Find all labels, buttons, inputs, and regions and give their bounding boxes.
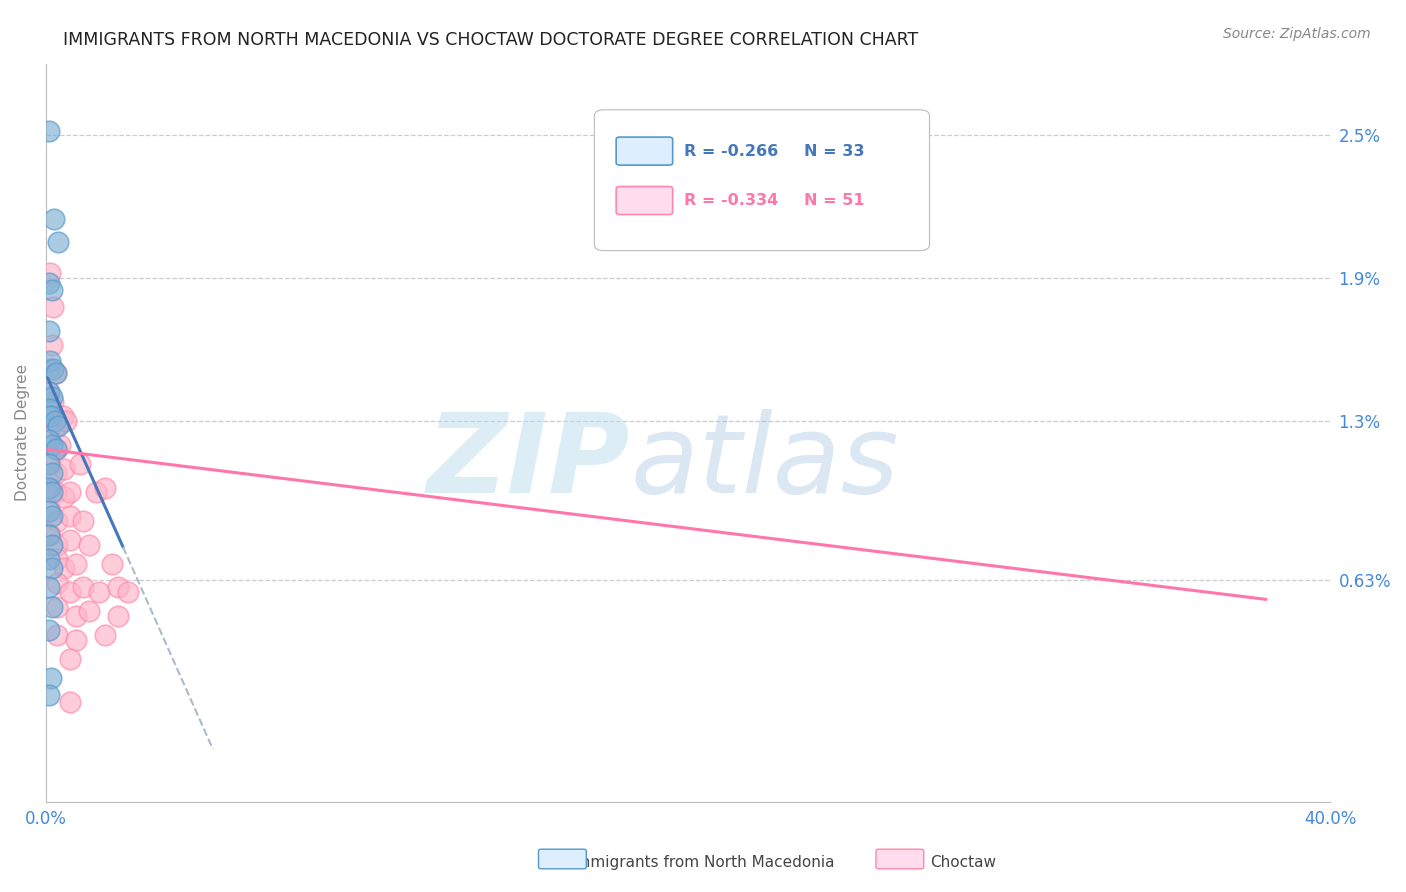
Point: [42, 361, 65, 376]
Point: [65, 557, 87, 571]
Text: Immigrants from North Macedonia: Immigrants from North Macedonia: [571, 855, 835, 870]
Point: [107, 581, 129, 595]
Point: [59, 485, 82, 500]
Point: [45, 367, 67, 381]
Point: [38, 267, 60, 281]
Text: N = 51: N = 51: [804, 193, 865, 208]
Point: [41, 485, 63, 500]
Point: [38, 354, 60, 368]
Point: [41, 599, 63, 614]
Point: [38, 504, 60, 518]
Point: [42, 211, 65, 226]
Point: [59, 509, 82, 524]
Point: [38, 481, 60, 495]
Point: [38, 552, 60, 566]
Point: [46, 514, 69, 528]
Point: [46, 418, 69, 433]
Point: [38, 276, 60, 290]
Point: [41, 438, 63, 452]
Text: R = -0.334: R = -0.334: [685, 193, 779, 208]
Point: [38, 385, 60, 400]
Text: ZIP: ZIP: [427, 409, 630, 516]
Point: [44, 414, 66, 428]
Point: [59, 695, 82, 709]
Point: [38, 581, 60, 595]
Point: [117, 585, 139, 599]
Point: [42, 300, 65, 314]
Point: [59, 585, 82, 599]
Point: [46, 599, 69, 614]
Point: [38, 688, 60, 702]
Text: N = 33: N = 33: [804, 144, 865, 159]
Point: [46, 552, 69, 566]
Point: [59, 652, 82, 666]
Point: [46, 575, 69, 590]
Point: [87, 585, 110, 599]
Point: [101, 557, 124, 571]
Point: [38, 528, 60, 542]
Point: [94, 628, 117, 642]
Text: IMMIGRANTS FROM NORTH MACEDONIA VS CHOCTAW DOCTORATE DEGREE CORRELATION CHART: IMMIGRANTS FROM NORTH MACEDONIA VS CHOCT…: [63, 31, 918, 49]
Point: [46, 235, 69, 250]
Y-axis label: Doctorate Degree: Doctorate Degree: [15, 364, 30, 501]
Point: [45, 367, 67, 381]
FancyBboxPatch shape: [616, 137, 672, 165]
Point: [42, 395, 65, 409]
Point: [38, 481, 60, 495]
Point: [46, 538, 69, 552]
Point: [41, 283, 63, 297]
FancyBboxPatch shape: [595, 110, 929, 251]
FancyBboxPatch shape: [616, 186, 672, 214]
Point: [38, 457, 60, 471]
Point: [69, 457, 91, 471]
Point: [38, 433, 60, 447]
Point: [39, 671, 62, 685]
Text: Choctaw: Choctaw: [931, 855, 995, 870]
Point: [41, 561, 63, 575]
Point: [84, 485, 107, 500]
Point: [38, 385, 60, 400]
Point: [52, 461, 75, 475]
Point: [38, 361, 60, 376]
Point: [46, 442, 69, 457]
Point: [45, 418, 67, 433]
Point: [41, 509, 63, 524]
Text: atlas: atlas: [630, 409, 898, 516]
Point: [79, 538, 101, 552]
Point: [55, 414, 77, 428]
Point: [38, 123, 60, 137]
Text: R = -0.266: R = -0.266: [685, 144, 779, 159]
Point: [38, 409, 60, 424]
Point: [38, 433, 60, 447]
Point: [41, 467, 63, 481]
Point: [39, 409, 62, 424]
Point: [94, 481, 117, 495]
Point: [45, 442, 67, 457]
Point: [38, 624, 60, 638]
Point: [45, 485, 67, 500]
Point: [59, 533, 82, 547]
Point: [46, 628, 69, 642]
Point: [38, 324, 60, 338]
Point: [45, 467, 67, 481]
Point: [72, 581, 94, 595]
Point: [38, 528, 60, 542]
Point: [38, 457, 60, 471]
Point: [41, 390, 63, 404]
Point: [107, 609, 129, 624]
Point: [52, 561, 75, 575]
Point: [65, 609, 87, 624]
Point: [52, 490, 75, 504]
Text: Source: ZipAtlas.com: Source: ZipAtlas.com: [1223, 27, 1371, 41]
Point: [72, 514, 94, 528]
Point: [65, 632, 87, 647]
Point: [38, 402, 60, 417]
Point: [41, 338, 63, 352]
Point: [79, 604, 101, 618]
Point: [52, 409, 75, 424]
Point: [41, 538, 63, 552]
Point: [49, 438, 72, 452]
Point: [38, 504, 60, 518]
